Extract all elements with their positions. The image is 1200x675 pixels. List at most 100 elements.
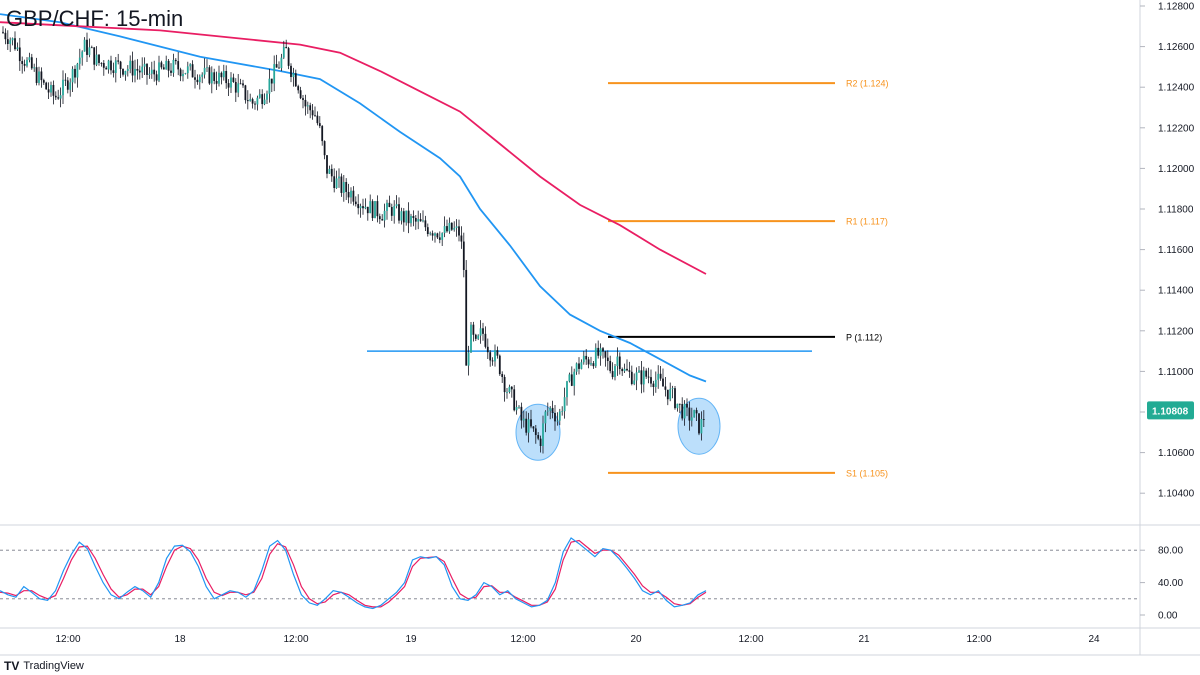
candle-body xyxy=(251,99,254,104)
time-tick-label: 18 xyxy=(174,634,186,645)
candle-body xyxy=(198,76,201,83)
candle-body xyxy=(194,77,196,80)
candle-body xyxy=(47,89,50,93)
candle-body xyxy=(498,355,501,375)
candle-body xyxy=(326,155,328,174)
candle-body xyxy=(335,178,338,189)
moving-average-line xyxy=(0,21,707,275)
candle-body xyxy=(83,39,86,52)
candle-body xyxy=(11,38,14,41)
candle-body xyxy=(388,202,391,208)
candle-body xyxy=(297,86,300,91)
candle-body xyxy=(681,404,684,419)
candle-body xyxy=(398,204,400,221)
candle-body xyxy=(76,63,79,78)
candle-body xyxy=(160,62,163,68)
level-label: P (1.112) xyxy=(846,332,882,342)
candle-body xyxy=(407,210,410,224)
candle-body xyxy=(213,72,216,81)
time-tick-label: 20 xyxy=(630,634,642,645)
candle-body xyxy=(258,94,261,98)
candle-body xyxy=(503,376,506,393)
candle-body xyxy=(294,73,297,87)
candle-body xyxy=(126,68,129,72)
candle-body xyxy=(393,206,396,216)
candle-body xyxy=(424,220,427,228)
candle-body xyxy=(131,60,134,76)
candle-body xyxy=(568,374,571,382)
candle-body xyxy=(98,54,100,63)
candle-body xyxy=(184,73,187,74)
level-label: R2 (1.124) xyxy=(846,79,889,89)
candle-body xyxy=(74,68,76,78)
candle-body xyxy=(90,47,93,49)
candle-body xyxy=(191,64,194,78)
candle-body xyxy=(62,79,64,96)
candle-body xyxy=(477,335,480,339)
candle-body xyxy=(57,97,60,99)
candle-body xyxy=(107,60,110,70)
candle-body xyxy=(167,60,170,71)
stochastic-k-line xyxy=(0,537,707,610)
candle-body xyxy=(609,361,612,372)
candle-body xyxy=(647,376,650,378)
level-label: S1 (1.105) xyxy=(846,468,888,478)
candle-body xyxy=(376,201,379,217)
candle-body xyxy=(9,40,12,44)
candle-body xyxy=(539,438,542,446)
candle-body xyxy=(614,366,616,378)
candle-body xyxy=(33,67,36,69)
candle-body xyxy=(369,201,372,214)
time-tick-label: 12:00 xyxy=(55,634,80,645)
candle-body xyxy=(616,356,619,367)
candle-body xyxy=(623,368,626,372)
candle-body xyxy=(280,57,283,69)
candle-body xyxy=(400,211,403,221)
candle-body xyxy=(78,57,81,64)
candle-body xyxy=(587,359,590,365)
candle-body xyxy=(318,123,321,127)
candle-body xyxy=(674,388,676,409)
time-tick-label: 24 xyxy=(1088,634,1100,645)
candle-body xyxy=(534,428,537,436)
candle-body xyxy=(482,328,484,334)
brand[interactable]: TV TradingView xyxy=(4,659,84,673)
candle-body xyxy=(611,371,614,378)
candle-body xyxy=(321,126,324,142)
candle-body xyxy=(122,68,124,75)
candle-body xyxy=(582,355,585,363)
candle-body xyxy=(683,403,686,419)
candle-body xyxy=(218,72,220,84)
candle-body xyxy=(93,47,96,65)
candle-body xyxy=(405,210,408,223)
candle-body xyxy=(467,352,470,366)
candle-body xyxy=(227,83,230,88)
candle-body xyxy=(551,407,554,413)
candle-body xyxy=(42,80,45,83)
candle-body xyxy=(222,70,225,78)
candle-body xyxy=(575,363,578,372)
candle-body xyxy=(14,38,16,50)
candle-body xyxy=(698,413,700,434)
candle-body xyxy=(544,411,547,424)
candle-body xyxy=(549,407,552,411)
candle-body xyxy=(621,369,624,372)
candle-body xyxy=(378,216,381,220)
candle-body xyxy=(654,379,657,388)
candle-body xyxy=(254,103,256,105)
candle-body xyxy=(110,60,112,71)
candle-body xyxy=(640,370,643,385)
candle-body xyxy=(177,61,180,70)
candle-body xyxy=(496,350,499,356)
candle-body xyxy=(16,47,19,50)
time-tick-label: 12:00 xyxy=(966,634,991,645)
candle-body xyxy=(434,233,436,236)
candle-body xyxy=(155,74,158,81)
candle-body xyxy=(182,73,184,77)
time-tick-label: 19 xyxy=(405,634,417,645)
candle-body xyxy=(429,233,432,235)
candle-body xyxy=(6,39,9,44)
candle-body xyxy=(105,67,108,70)
candle-body xyxy=(153,69,156,75)
